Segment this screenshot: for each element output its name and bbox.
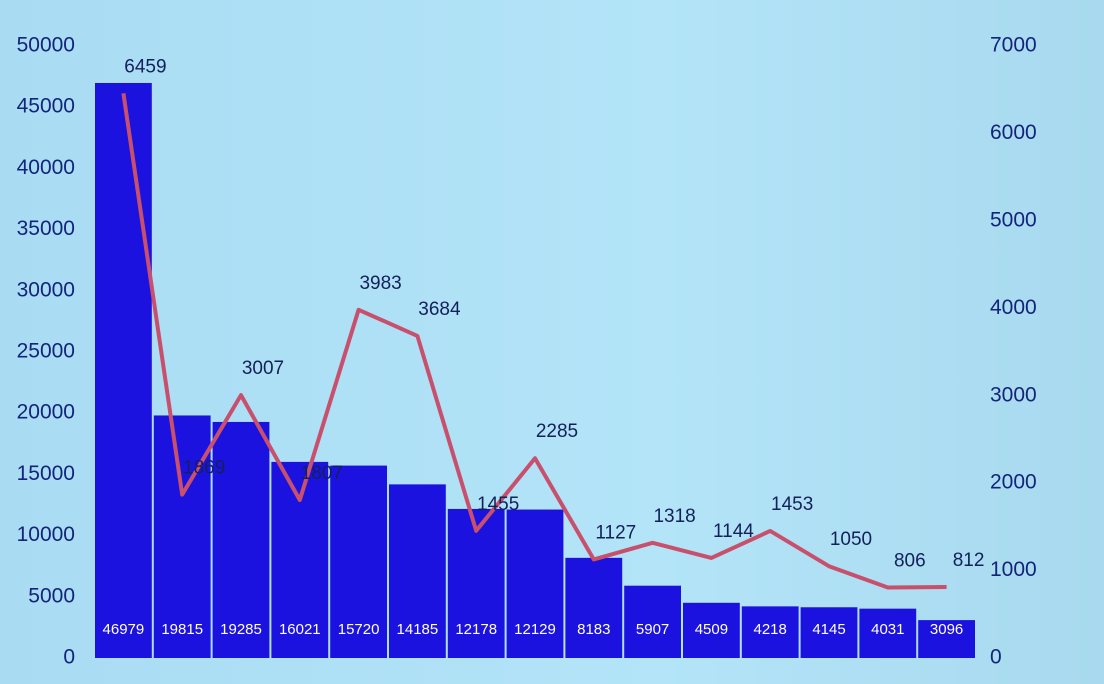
y-tick-label: 25000 — [17, 340, 75, 363]
bar-label: 16021 — [279, 621, 321, 638]
line-label: 812 — [953, 550, 985, 571]
bar-label: 19815 — [161, 621, 203, 638]
y-tick-label: 10000 — [17, 523, 75, 546]
bar — [506, 509, 564, 658]
bar — [389, 484, 446, 658]
y2-tick-label: 5000 — [990, 208, 1037, 231]
bar-label: 4509 — [695, 621, 728, 638]
line-label: 3007 — [242, 358, 284, 379]
line-label: 3983 — [359, 273, 401, 294]
bar — [683, 602, 740, 658]
line-label: 2285 — [536, 421, 578, 442]
bar-label: 19285 — [220, 621, 262, 638]
bar — [212, 421, 270, 658]
y-tick-label: 45000 — [17, 95, 75, 118]
y2-tick-label: 1000 — [990, 558, 1037, 581]
line-label: 6459 — [124, 56, 166, 77]
bar-label: 4031 — [871, 621, 904, 638]
line-label: 1144 — [713, 521, 754, 542]
bar-label: 8183 — [577, 621, 610, 638]
line-label: 1318 — [653, 506, 695, 527]
y2-tick-label: 0 — [990, 646, 1002, 669]
y2-tick-label: 4000 — [990, 296, 1037, 319]
bar-label: 15720 — [338, 621, 380, 638]
line-label: 3684 — [418, 299, 461, 320]
bar — [565, 557, 623, 658]
bar-label: 4145 — [812, 621, 845, 638]
y-tick-label: 0 — [63, 646, 75, 669]
line-label: 1050 — [830, 529, 872, 550]
line-label: 1127 — [595, 522, 636, 543]
y2-tick-label: 7000 — [990, 34, 1037, 57]
bar-label: 5907 — [636, 621, 669, 638]
bar-label: 46979 — [103, 621, 145, 638]
bar-label: 12178 — [455, 621, 497, 638]
line-label: 1453 — [771, 494, 813, 515]
bar — [741, 606, 799, 658]
bar-label: 3096 — [930, 621, 963, 638]
y-tick-label: 30000 — [17, 278, 75, 301]
bar — [95, 82, 152, 658]
bar-label: 14185 — [397, 621, 439, 638]
line-label: 806 — [894, 551, 926, 572]
y-tick-label: 35000 — [17, 217, 75, 240]
y2-tick-label: 6000 — [990, 121, 1037, 144]
bar — [153, 415, 211, 658]
y2-tick-label: 3000 — [990, 383, 1037, 406]
line-label: 1455 — [477, 494, 519, 515]
line-label: 1807 — [301, 463, 343, 484]
y-tick-label: 5000 — [28, 584, 75, 607]
line-label: 1869 — [183, 458, 225, 479]
bar — [800, 607, 858, 658]
bar — [447, 508, 505, 658]
y-tick-label: 20000 — [17, 401, 75, 424]
y-tick-label: 15000 — [17, 462, 75, 485]
line — [121, 93, 947, 590]
bar-label: 4218 — [754, 621, 787, 638]
bar — [330, 465, 387, 658]
bar — [918, 620, 975, 658]
y-tick-label: 40000 — [17, 156, 75, 179]
bar — [859, 608, 917, 658]
bar-label: 12129 — [514, 621, 556, 638]
y-tick-label: 50000 — [17, 34, 75, 57]
bar — [624, 585, 681, 658]
y2-tick-label: 2000 — [990, 471, 1037, 494]
